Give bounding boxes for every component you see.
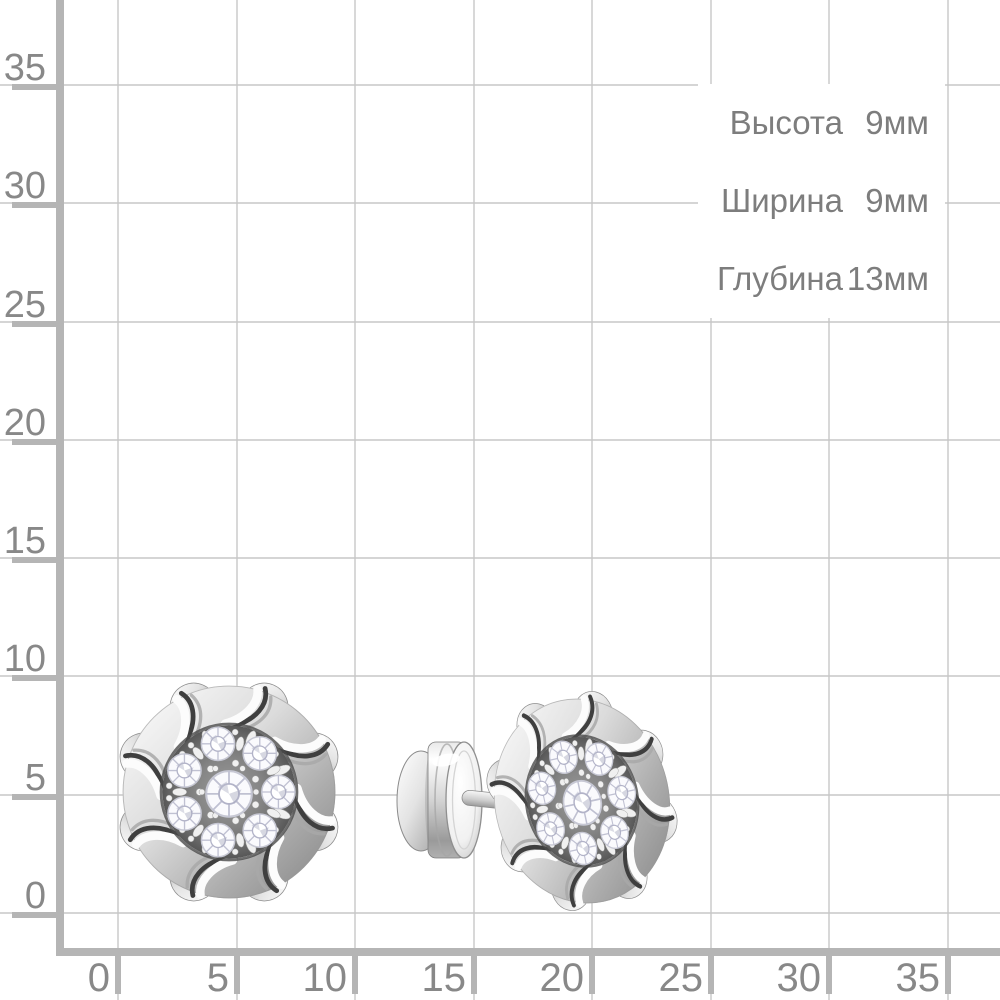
x-axis-label-10: 10 (302, 956, 348, 1000)
dimension-label: Высота (729, 104, 843, 141)
y-axis-label-25: 25 (3, 284, 46, 326)
y-axis-label-35: 35 (3, 47, 46, 89)
y-axis-label-10: 10 (3, 638, 46, 680)
ear-nut-clutch (396, 741, 483, 859)
y-axis-ticks (12, 84, 56, 918)
dimension-row-height: Высота 9мм (698, 84, 929, 162)
dimension-value: 13мм (846, 260, 929, 297)
dimension-value: 9мм (865, 182, 929, 219)
dimension-label: Глубина (716, 260, 843, 297)
x-axis-label-35: 35 (895, 956, 941, 1000)
y-axis-label-0: 0 (24, 875, 46, 917)
y-axis-label-30: 30 (3, 165, 46, 207)
stud-earring-front-view (113, 676, 345, 908)
clutch-highlight (432, 753, 460, 767)
stud-earring-side-view (396, 671, 699, 931)
flower-face-tilted (465, 671, 698, 931)
x-axis-label-0: 0 (87, 956, 110, 1000)
dimension-label: Ширина (720, 182, 843, 219)
x-axis-label-15: 15 (421, 956, 467, 1000)
x-axis-label-20: 20 (539, 956, 585, 1000)
dimension-row-width: Ширина 9мм (698, 162, 929, 240)
dimensions-panel: Высота 9мм Ширина 9мм Глубина 13мм (698, 84, 945, 318)
x-axis-label-5: 5 (206, 956, 229, 1000)
y-axis-label-20: 20 (3, 402, 46, 444)
x-axis-label-30: 30 (776, 956, 822, 1000)
x-axis-line (56, 948, 1000, 956)
x-axis-ticks (115, 954, 951, 994)
x-axis-label-25: 25 (658, 956, 704, 1000)
dimension-value: 9мм (865, 104, 929, 141)
dimension-row-depth: Глубина 13мм (698, 240, 929, 318)
y-axis-label-15: 15 (3, 520, 46, 562)
y-axis-label-5: 5 (24, 757, 46, 799)
y-axis-line (56, 0, 64, 956)
